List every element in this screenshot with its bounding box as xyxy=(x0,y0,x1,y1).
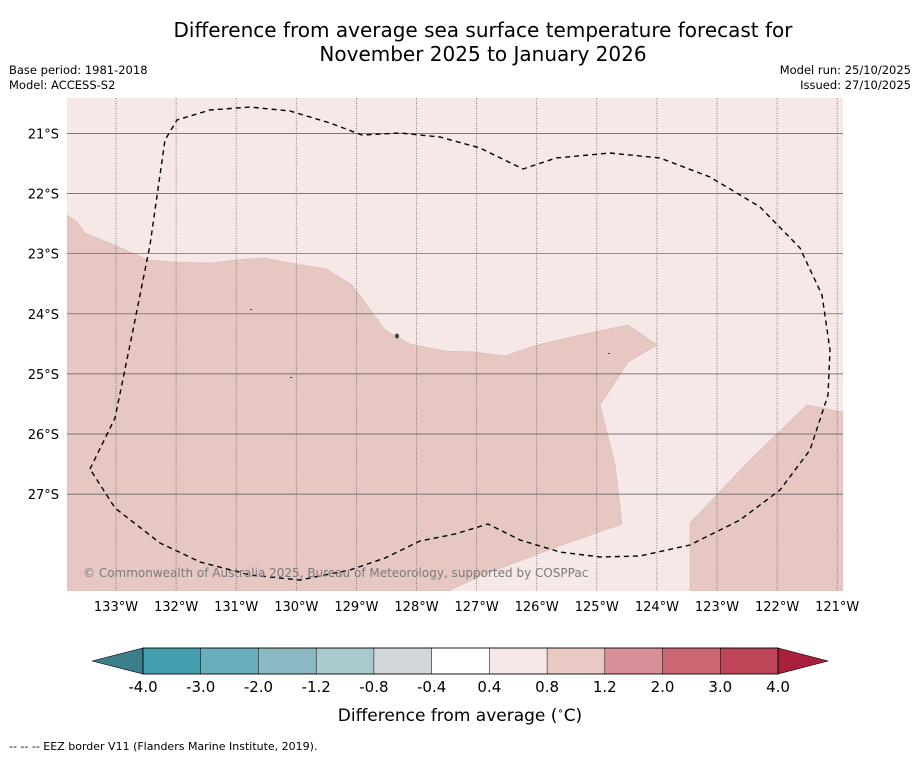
map-title: Difference from average sea surface temp… xyxy=(0,18,919,66)
colorbar-tick-label: 2.0 xyxy=(651,678,675,696)
lat-label: 27°S xyxy=(28,488,59,503)
colorbar-tick-label: -0.8 xyxy=(359,678,388,696)
longitude-labels: 133°W 132°W 131°W 130°W 129°W 128°W 127°W 126°W… xyxy=(94,600,860,615)
colorbar-tick-label: -1.2 xyxy=(302,678,331,696)
gridlines xyxy=(67,98,843,591)
lon-label: 129°W xyxy=(334,600,378,615)
colorbar-segment xyxy=(142,647,202,675)
colorbar-label-text: Difference from average ( xyxy=(338,706,558,726)
lon-label: 123°W xyxy=(695,600,739,615)
lat-label: 23°S xyxy=(28,248,59,263)
colorbar-segment xyxy=(200,647,260,675)
meta-right: Model run: 25/10/2025 Issued: 27/10/2025 xyxy=(780,63,911,93)
lon-label: 133°W xyxy=(94,600,138,615)
map-area: © Commonwealth of Australia 2025, Bureau… xyxy=(67,98,843,591)
colorbar-segment xyxy=(546,647,606,675)
colorbar-segment xyxy=(604,647,664,675)
colorbar-tick-label: -4.0 xyxy=(128,678,157,696)
colorbar-segment xyxy=(315,647,375,675)
colorbar-tick-label: -2.0 xyxy=(244,678,273,696)
copyright-notice: © Commonwealth of Australia 2025, Bureau… xyxy=(83,566,588,580)
island-marker xyxy=(395,333,399,339)
colorbar-segment xyxy=(662,647,721,675)
colorbar-segment xyxy=(431,647,490,675)
colorbar-label-unit: C) xyxy=(564,706,583,726)
title-line-1: Difference from average sea surface temp… xyxy=(173,18,793,42)
lon-label: 132°W xyxy=(154,600,198,615)
island-marker xyxy=(250,309,252,310)
lat-label: 24°S xyxy=(28,308,59,323)
lon-label: 127°W xyxy=(455,600,499,615)
colorbar-segment xyxy=(373,647,433,675)
colorbar-segment xyxy=(720,647,779,675)
lat-label: 21°S xyxy=(28,128,59,143)
model-run: Model run: 25/10/2025 xyxy=(779,63,911,77)
lon-label: 130°W xyxy=(274,600,318,615)
colorbar-label: Difference from average (∘C) xyxy=(338,706,582,726)
sst-medium-zone-southeast xyxy=(689,404,843,591)
colorbar-over-arrow xyxy=(777,647,830,675)
colorbar-tick-label: 0.8 xyxy=(535,678,559,696)
colorbar-tick-label: 1.2 xyxy=(593,678,617,696)
colorbar-tick-label: 0.4 xyxy=(477,678,501,696)
colorbar-segment xyxy=(489,647,548,675)
lon-label: 124°W xyxy=(635,600,679,615)
lon-label: 128°W xyxy=(394,600,438,615)
island-marker xyxy=(608,353,610,354)
lat-label: 22°S xyxy=(28,188,59,203)
lon-label: 131°W xyxy=(214,600,258,615)
model-name: Model: ACCESS-S2 xyxy=(9,78,116,92)
lat-label: 25°S xyxy=(28,368,59,383)
eez-border xyxy=(89,106,831,581)
colorbar-tick-label: -3.0 xyxy=(186,678,215,696)
island-marker xyxy=(290,377,292,378)
colorbar-under-arrow xyxy=(91,647,144,675)
sst-medium-zone-west xyxy=(67,214,658,591)
colorbar-outline xyxy=(142,647,779,675)
lon-label: 122°W xyxy=(755,600,799,615)
base-period: Base period: 1981-2018 xyxy=(9,63,148,77)
colorbar: -4.0 -3.0 -2.0 -1.2 -0.8 -0.4 0.4 0.8 1.2 2.0 3.0 4… xyxy=(91,647,830,696)
latitude-labels: 21°S 22°S 23°S 24°S 25°S 26°S 27°S xyxy=(28,128,59,504)
lon-label: 126°W xyxy=(515,600,559,615)
issued-date: Issued: 27/10/2025 xyxy=(800,78,911,92)
colorbar-tick-label: 4.0 xyxy=(766,678,790,696)
colorbar-tick-label: -0.4 xyxy=(417,678,446,696)
meta-left: Base period: 1981-2018 Model: ACCESS-S2 xyxy=(9,63,148,93)
colorbar-segment xyxy=(258,647,317,675)
colorbar-tick-label: 3.0 xyxy=(708,678,732,696)
title-line-2: November 2025 to January 2026 xyxy=(319,42,647,66)
lon-label: 125°W xyxy=(575,600,619,615)
lat-label: 26°S xyxy=(28,428,59,443)
eez-footer-note: -- -- -- EEZ border V11 (Flanders Marine… xyxy=(9,740,318,753)
lon-label: 121°W xyxy=(815,600,859,615)
colorbar-label-degree: ∘ xyxy=(557,706,563,717)
